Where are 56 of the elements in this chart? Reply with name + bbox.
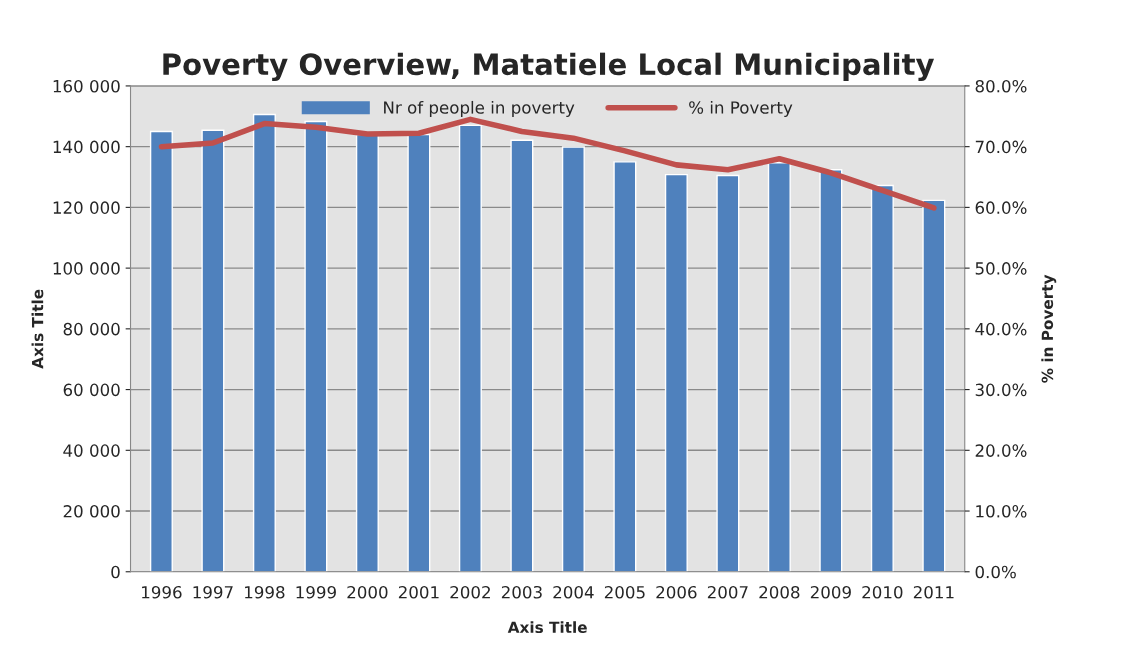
bar <box>561 146 585 572</box>
x-tick-label: 1997 <box>193 585 233 599</box>
bar <box>304 120 328 572</box>
bar <box>767 162 791 572</box>
y2-tick-label: 50.0% <box>975 262 1027 275</box>
bar <box>870 184 894 572</box>
y2-axis-title: % in Poverty <box>1041 274 1057 383</box>
x-tick-label: 2010 <box>862 585 903 599</box>
legend-label: % in Poverty <box>689 100 793 118</box>
bar <box>613 161 637 572</box>
y2-tick-label: 30.0% <box>975 383 1027 397</box>
y2-tick-label: 0.0% <box>975 565 1016 579</box>
x-tick-label: 2000 <box>347 585 388 599</box>
bar <box>201 129 225 572</box>
y-tick-label: 20 000 <box>63 505 120 518</box>
x-tick-label: 2006 <box>656 585 697 599</box>
x-tick-label: 2002 <box>450 585 490 599</box>
bar <box>407 133 431 572</box>
x-tick-label: 1998 <box>245 585 285 599</box>
legend-label: Nr of people in poverty <box>384 100 575 118</box>
y-tick-label: 80 000 <box>63 322 120 336</box>
x-tick-label: 2001 <box>398 585 439 599</box>
y-tick-label: 140 000 <box>53 140 120 154</box>
y-tick-label: 120 000 <box>53 201 120 214</box>
bar <box>819 169 843 572</box>
x-tick-label: 1996 <box>142 585 182 599</box>
bar <box>510 139 534 572</box>
bar <box>355 133 379 572</box>
y-tick-label: 100 000 <box>53 262 120 275</box>
x-tick-label: 2007 <box>707 585 748 599</box>
y2-tick-label: 10.0% <box>976 505 1027 518</box>
x-tick-label: 1999 <box>296 585 336 599</box>
x-tick-label: 2003 <box>501 585 542 599</box>
y2-tick-label: 80.0% <box>975 79 1027 93</box>
y-tick-label: 60 000 <box>63 383 120 397</box>
y2-tick-label: 70.0% <box>975 140 1027 154</box>
bar <box>252 113 276 572</box>
bar <box>149 130 173 572</box>
x-tick-label: 2005 <box>604 585 645 599</box>
bar <box>922 199 946 572</box>
y2-tick-label: 60.0% <box>975 201 1027 214</box>
x-tick-label: 2004 <box>553 585 594 599</box>
x-tick-label: 2009 <box>810 585 851 599</box>
bar <box>716 174 740 572</box>
x-tick-label: 2011 <box>913 585 954 599</box>
y-axis-title: Axis Title <box>31 289 44 369</box>
y2-tick-label: 40.0% <box>975 322 1027 336</box>
x-tick-label: 2008 <box>759 585 800 599</box>
y2-tick-label: 20.0% <box>975 444 1027 457</box>
y-tick-label: 40 000 <box>63 444 120 457</box>
chart-title: Poverty Overview, Matatiele Local Municipality <box>163 52 935 82</box>
bar <box>664 173 688 572</box>
bar <box>458 124 482 572</box>
y-tick-label: 0 <box>111 565 120 579</box>
x-axis-title: Axis Title <box>507 621 587 634</box>
y-tick-label: 160 000 <box>53 79 120 93</box>
